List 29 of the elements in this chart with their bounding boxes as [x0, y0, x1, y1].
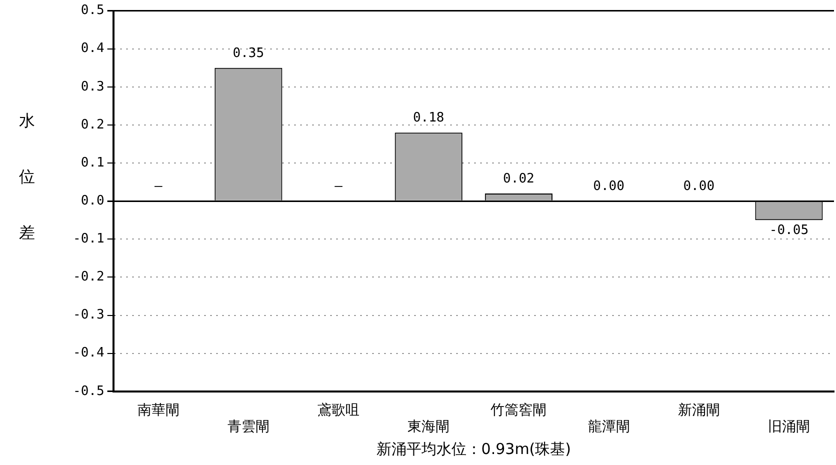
- x-tick-label: 青雲閘: [227, 419, 270, 436]
- x-tick-label: 竹篙窖閘: [490, 402, 547, 418]
- x-axis-title: 新涌平均水位：0.93m(珠基): [376, 440, 572, 458]
- x-tick-label: 新涌閘: [678, 402, 720, 418]
- data-label: -0.05: [769, 223, 809, 238]
- y-tick-label: -0.1: [72, 232, 104, 247]
- y-tick-label: -0.2: [72, 270, 104, 285]
- y-tick-label: 0.1: [80, 155, 104, 170]
- data-label: 0.00: [593, 178, 624, 194]
- data-label: 0.18: [412, 110, 444, 126]
- y-tick-label: 0.5: [80, 3, 104, 18]
- x-tick-label: 南華閘: [137, 402, 180, 418]
- text: —: [334, 178, 342, 194]
- y-tick-label: 0.4: [80, 41, 104, 56]
- x-tick-label: 東海閘: [408, 419, 450, 436]
- x-tick-label: 龍潭閘: [588, 419, 630, 436]
- text: 水位差: [19, 111, 35, 242]
- x-tick-label: 鳶歌咀: [318, 402, 360, 418]
- y-tick-label: 0.2: [80, 117, 104, 132]
- data-label: 0.00: [683, 178, 715, 194]
- data-label: 0.35: [232, 46, 264, 61]
- y-tick-label: -0.3: [72, 308, 104, 323]
- y-tick-label: 0.3: [80, 79, 104, 94]
- y-tick-label: -0.4: [72, 346, 104, 361]
- text: —: [154, 178, 162, 194]
- y-tick-label: -0.5: [72, 384, 104, 399]
- data-label: 0.02: [503, 171, 534, 186]
- x-tick-label: 旧涌閘: [768, 419, 810, 436]
- y-tick-label: 0.0: [80, 193, 104, 208]
